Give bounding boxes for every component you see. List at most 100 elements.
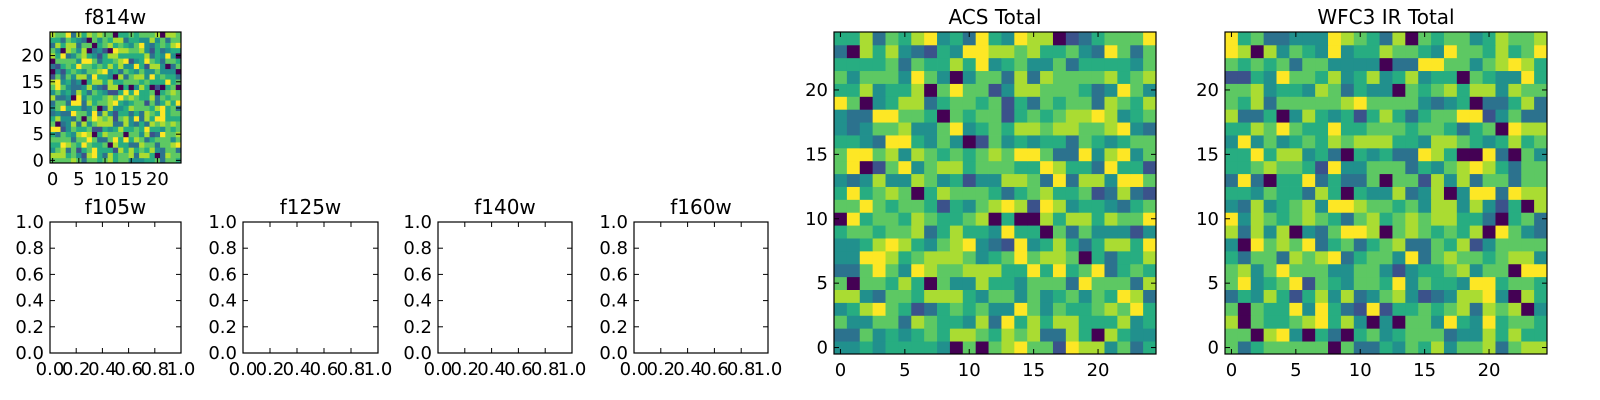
heatmap-cell: [988, 341, 1002, 355]
heatmap-cell: [123, 79, 129, 85]
heatmap-cell: [1366, 199, 1380, 213]
heatmap-cell: [1469, 199, 1483, 213]
x-tick-label: 1.0: [558, 359, 587, 380]
y-tick-label: 15: [21, 72, 44, 93]
heatmap-cell: [133, 152, 140, 159]
heatmap-cell: [1405, 173, 1419, 187]
heatmap-cell: [86, 58, 93, 64]
heatmap-cell: [97, 126, 103, 132]
heatmap-cell: [1495, 225, 1509, 239]
heatmap-cell: [859, 96, 874, 110]
heatmap-cell: [1418, 186, 1432, 200]
heatmap-cell: [846, 199, 861, 213]
heatmap-cell: [1001, 199, 1015, 213]
heatmap-cell: [128, 94, 135, 101]
heatmap-cell: [1418, 32, 1432, 46]
heatmap-cell: [128, 100, 135, 106]
heatmap-cell: [1508, 186, 1522, 200]
heatmap-cell: [175, 121, 182, 127]
heatmap-cell: [1143, 238, 1157, 252]
heatmap-cell: [1027, 328, 1041, 342]
heatmap-cell: [1091, 250, 1105, 265]
heatmap-cell: [1469, 302, 1483, 316]
heatmap-cell: [149, 79, 156, 85]
heatmap-cell: [962, 341, 977, 355]
heatmap-cell: [885, 263, 899, 278]
heatmap-cell: [60, 121, 67, 127]
heatmap-cell: [175, 126, 182, 132]
heatmap-cell: [1534, 315, 1548, 329]
heatmap-cell: [1405, 263, 1419, 278]
heatmap-cell: [1495, 44, 1509, 59]
heatmap-cell: [1130, 83, 1144, 97]
heatmap-cell: [924, 199, 938, 213]
heatmap-cell: [937, 160, 951, 175]
heatmap-cell: [1237, 109, 1252, 123]
heatmap-cell: [898, 225, 912, 239]
heatmap-cell: [91, 126, 98, 132]
heatmap-cell: [1495, 147, 1509, 162]
heatmap-cell: [911, 173, 925, 187]
heatmap-cell: [1508, 96, 1522, 110]
heatmap-cell: [1263, 289, 1277, 303]
heatmap-cell: [885, 122, 899, 136]
heatmap-cell: [1040, 341, 1054, 355]
heatmap-cell: [1130, 32, 1144, 46]
heatmap-cell: [1117, 70, 1131, 84]
heatmap-cell: [1521, 328, 1535, 342]
heatmap-cell: [1104, 32, 1118, 46]
heatmap-cell: [846, 302, 861, 316]
heatmap-cell: [975, 57, 989, 72]
heatmap-cell: [1521, 32, 1535, 46]
heatmap-cell: [1418, 135, 1432, 149]
heatmap-cell: [70, 157, 77, 164]
heatmap-cell: [1328, 83, 1342, 97]
heatmap-cell: [834, 160, 848, 175]
y-tick-label: 0.2: [208, 317, 237, 338]
heatmap-cell: [139, 79, 145, 85]
heatmap-cell: [1482, 199, 1496, 213]
heatmap-cell: [1263, 160, 1277, 175]
heatmap-cell: [1392, 315, 1406, 329]
heatmap-cell: [139, 121, 145, 127]
heatmap-cell: [885, 276, 899, 290]
heatmap-cell: [1027, 96, 1041, 110]
heatmap-cell: [1276, 109, 1290, 123]
heatmap-cell: [60, 73, 67, 80]
heatmap-cell: [1250, 263, 1265, 278]
heatmap-cell: [1276, 212, 1290, 226]
heatmap-cell: [1276, 96, 1290, 110]
heatmap-cell: [1078, 199, 1092, 213]
heatmap-cell: [1495, 250, 1509, 265]
heatmap-cell: [1508, 32, 1522, 46]
heatmap-cell: [112, 47, 119, 54]
heatmap-cell: [1443, 263, 1458, 278]
heatmap-cell: [872, 32, 886, 46]
heatmap-cell: [1302, 276, 1316, 290]
y-tick-label: 0.4: [403, 291, 432, 312]
heatmap-cell: [1366, 341, 1380, 355]
heatmap-cell: [1340, 160, 1355, 175]
heatmap-cell: [924, 276, 938, 290]
heatmap-cell: [1289, 276, 1303, 290]
y-tick-label: 10: [1196, 209, 1219, 230]
heatmap-cell: [1469, 250, 1483, 265]
heatmap-cell: [1289, 302, 1303, 316]
heatmap-cell: [97, 136, 103, 143]
x-tick-label: 0.8: [727, 359, 756, 380]
heatmap-cell: [1104, 109, 1118, 123]
heatmap-cell: [1353, 160, 1368, 175]
heatmap-cell: [1225, 70, 1239, 84]
heatmap-cell: [1001, 238, 1015, 252]
heatmap-cell: [1508, 263, 1522, 278]
heatmap-cell: [123, 142, 129, 148]
heatmap-cell: [1052, 44, 1067, 59]
heatmap-cell: [144, 152, 150, 159]
heatmap-cell: [962, 160, 977, 175]
heatmap-cell: [988, 186, 1002, 200]
heatmap-cell: [65, 152, 72, 159]
heatmap-cell: [1392, 96, 1406, 110]
heatmap-cell: [107, 42, 114, 49]
heatmap-cell: [924, 315, 938, 329]
x-tick-label: 0: [47, 169, 58, 190]
